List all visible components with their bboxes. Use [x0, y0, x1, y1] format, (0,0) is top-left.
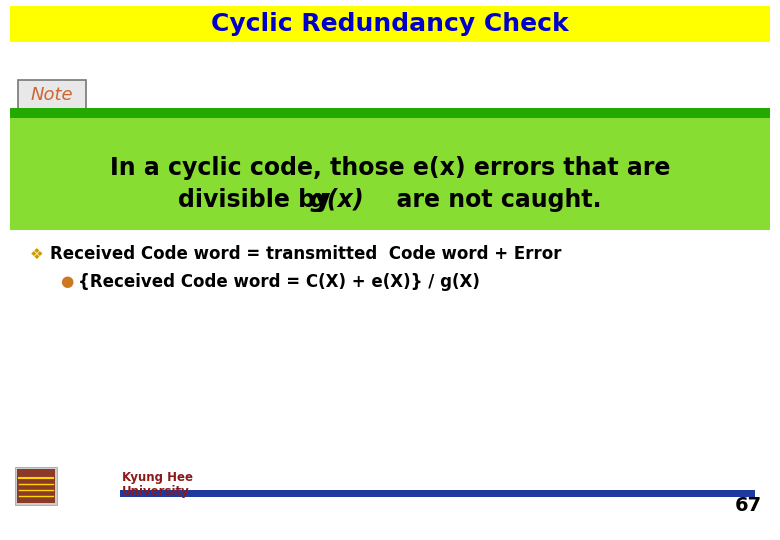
Bar	[10, 108, 770, 118]
Text: Note: Note	[30, 86, 73, 104]
Text: ❖: ❖	[30, 246, 44, 261]
Bar	[10, 6, 770, 42]
Bar	[15, 467, 57, 505]
Text: Cyclic Redundancy Check: Cyclic Redundancy Check	[211, 12, 569, 36]
Bar	[17, 469, 55, 503]
Bar	[10, 118, 770, 230]
Bar	[120, 490, 755, 497]
Text: University: University	[122, 484, 190, 497]
Text: {Received Code word = C(X) + e(X)} / g(X): {Received Code word = C(X) + e(X)} / g(X…	[78, 273, 480, 291]
Bar	[18, 80, 86, 110]
Text: g(x): g(x)	[211, 188, 569, 212]
Text: divisible by        are not caught.: divisible by are not caught.	[179, 188, 601, 212]
Text: Received Code word = transmitted  Code word + Error: Received Code word = transmitted Code wo…	[50, 245, 562, 263]
Text: 67: 67	[735, 496, 762, 515]
Text: ●: ●	[60, 274, 73, 289]
Text: In a cyclic code, those e(x) errors that are: In a cyclic code, those e(x) errors that…	[110, 156, 670, 180]
Text: Kyung Hee: Kyung Hee	[122, 471, 193, 484]
